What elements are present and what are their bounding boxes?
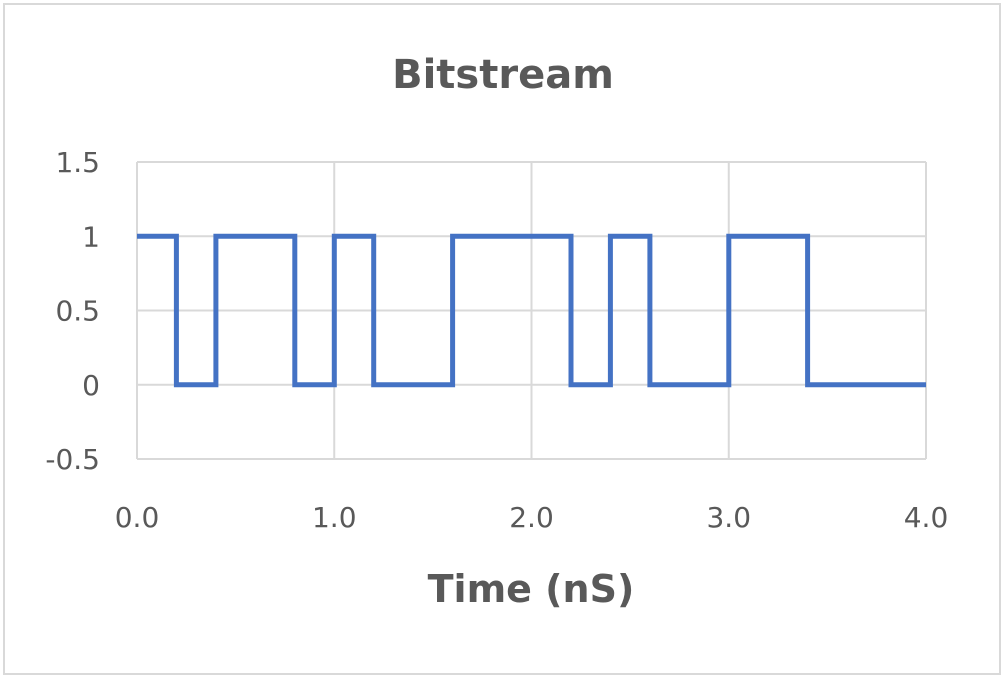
y-tick-labels: 1.5 1 0.5 0 -0.5 xyxy=(45,146,100,476)
series-group xyxy=(137,233,926,388)
chart-title: Bitstream xyxy=(392,52,614,98)
x-tick-labels: 0.0 1.0 2.0 3.0 4.0 xyxy=(115,501,949,534)
x-tick-label: 0.0 xyxy=(115,501,160,534)
y-tick-label: 1 xyxy=(82,220,100,253)
x-tick-label: 2.0 xyxy=(509,501,554,534)
y-tick-label: 0.5 xyxy=(55,295,100,328)
x-tick-label: 4.0 xyxy=(904,501,949,534)
chart-frame xyxy=(3,3,1001,675)
x-axis-label: Time (nS) xyxy=(428,567,635,611)
x-tick-label: 3.0 xyxy=(706,501,751,534)
y-tick-label: 1.5 xyxy=(55,146,100,179)
y-tick-label: -0.5 xyxy=(45,443,100,476)
y-tick-label: 0 xyxy=(82,369,100,402)
x-tick-label: 1.0 xyxy=(312,501,357,534)
series-line xyxy=(137,233,926,388)
